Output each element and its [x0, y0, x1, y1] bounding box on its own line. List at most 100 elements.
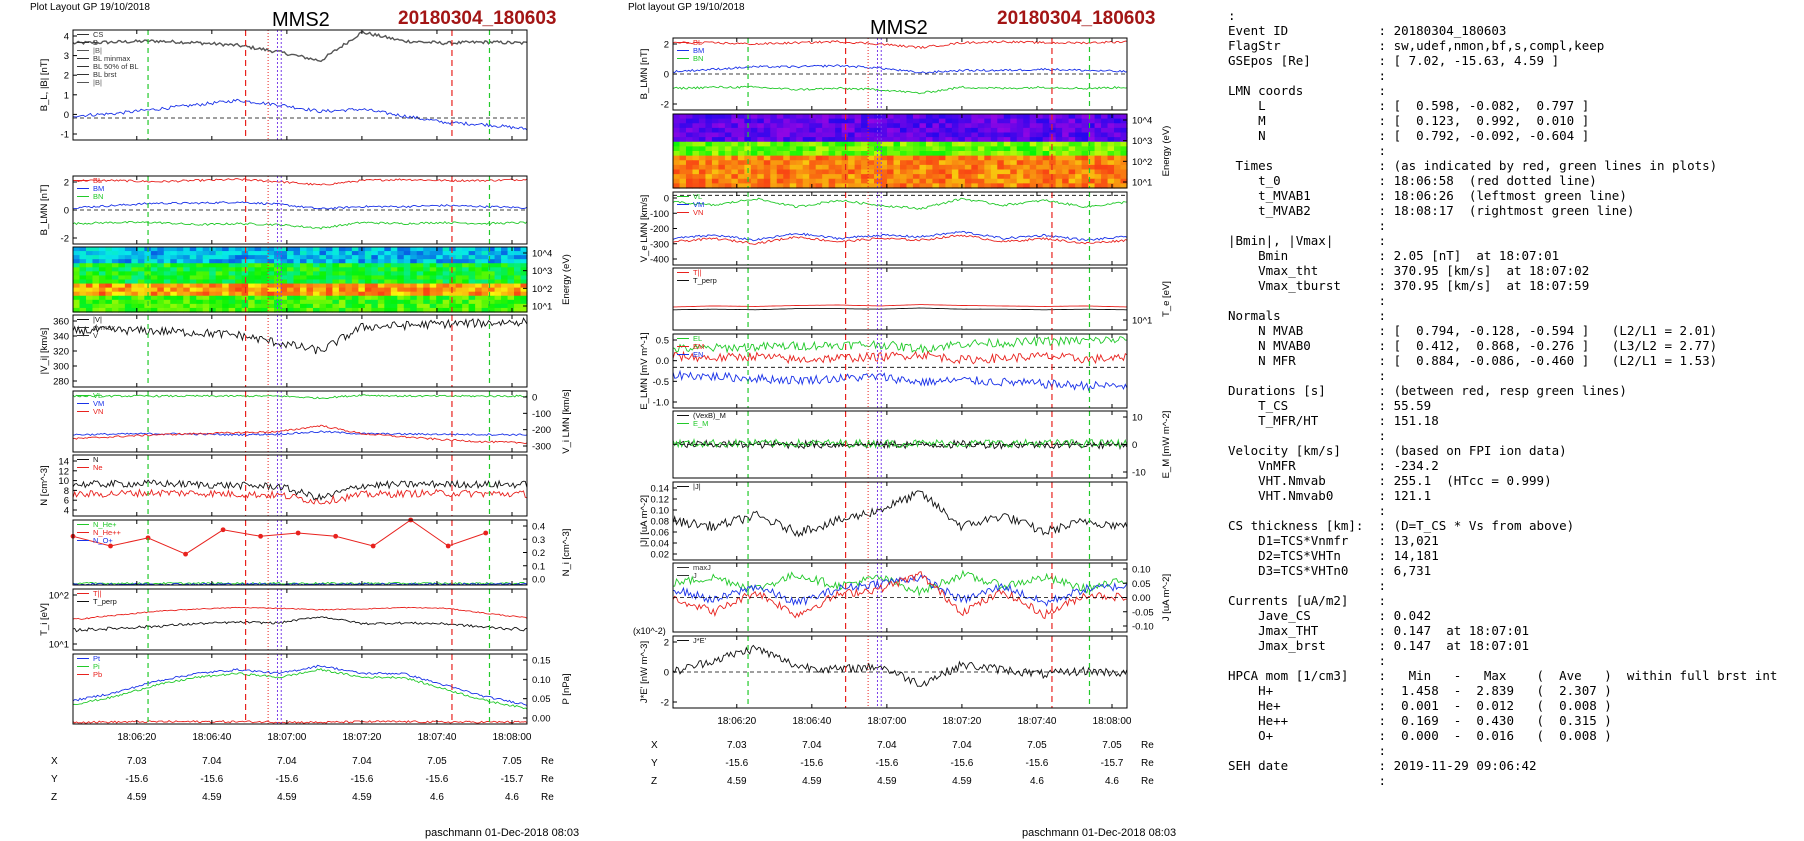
spectrogram-cell	[938, 164, 946, 171]
spectrogram-cell	[1016, 123, 1024, 129]
spectrogram-cell	[338, 283, 346, 289]
spectrogram-cell	[85, 251, 94, 256]
spectrogram-cell	[105, 255, 113, 260]
info-line: M : [ 0.123, 0.992, 0.010 ]	[1228, 113, 1590, 128]
spectrogram-cell	[111, 295, 119, 301]
spectrogram-cell	[1029, 137, 1037, 143]
spectrogram-cell	[1049, 174, 1057, 180]
spectrogram-cell	[938, 169, 946, 175]
info-line: :	[1228, 293, 1387, 308]
spectrogram-cell	[1120, 141, 1128, 147]
spectrogram-cell	[763, 183, 771, 189]
spectrogram-cell	[455, 263, 463, 268]
spectrogram-cell	[397, 275, 405, 281]
spectrogram-cell	[1003, 169, 1011, 175]
spectrogram-cell	[815, 141, 823, 147]
legend-label: EL	[693, 334, 702, 343]
spectrogram-cell	[507, 287, 515, 293]
info-line: :	[1228, 218, 1387, 233]
position-value: 7.05	[1102, 740, 1122, 751]
spectrogram-cell	[880, 169, 888, 175]
spectrogram-cell	[1075, 174, 1083, 180]
spectrogram-cell	[338, 271, 346, 277]
spectrogram-cell	[964, 174, 972, 180]
spectrogram-cell	[692, 164, 700, 171]
spectrogram-cell	[822, 146, 830, 152]
panel-frame	[72, 653, 528, 725]
spectrogram-cell	[977, 132, 985, 138]
spectrogram-cell	[822, 141, 830, 147]
spectrogram-cell	[1049, 141, 1057, 147]
spectrogram-cell	[1029, 155, 1037, 161]
time-tick-label: 18:07:20	[942, 716, 981, 727]
spectrogram-cell	[951, 151, 959, 157]
spectrogram-cell	[750, 160, 758, 166]
spectrogram-cell	[1075, 137, 1083, 143]
spectrogram-cell	[990, 132, 998, 138]
spectrogram-cell	[1029, 151, 1037, 157]
spectrogram-cell	[854, 160, 862, 166]
spectrogram-cell	[848, 178, 856, 184]
spectrogram-cell	[971, 146, 979, 152]
spectrogram-cell	[124, 263, 132, 268]
spectrogram-cell	[267, 247, 275, 252]
spectrogram-cell	[449, 275, 457, 281]
spectrogram-cell	[802, 178, 810, 184]
spectrogram-cell	[501, 263, 509, 268]
spectrogram-cell	[861, 146, 869, 152]
spectrogram-cell	[919, 174, 927, 180]
spectrogram-cell	[397, 287, 405, 293]
spectrogram-cell	[809, 132, 817, 138]
spectrogram-cell	[977, 169, 985, 175]
position-value: 7.04	[352, 756, 372, 767]
info-line: N : [ 0.792, -0.092, -0.604 ]	[1228, 128, 1590, 143]
spectrogram-cell	[183, 259, 191, 264]
spectrogram-cell	[705, 141, 713, 147]
spectrogram-cell	[925, 141, 934, 147]
spectrogram-cell	[731, 155, 739, 161]
spectrogram-cell	[124, 259, 132, 264]
spectrogram-cell	[429, 291, 437, 297]
spectrogram-cell	[1081, 155, 1089, 161]
spectrogram-cell	[131, 271, 139, 277]
spectrogram-cell	[1107, 174, 1115, 180]
spectrogram-cell	[770, 183, 778, 189]
y-tick-label: 1	[64, 90, 69, 101]
spectrogram-cell	[1049, 132, 1057, 138]
spectrogram-cell	[1036, 141, 1044, 147]
spectrogram-cell	[267, 275, 275, 281]
spectrogram-cell	[776, 127, 784, 134]
spectrogram-cell	[196, 291, 204, 297]
spectrogram-cell	[1036, 132, 1044, 138]
spectrogram-cell	[887, 178, 895, 184]
spectrogram-cell	[514, 271, 522, 277]
spectrogram-cell	[293, 259, 301, 264]
spectrogram-cell	[274, 255, 282, 260]
spectrogram-cell	[887, 169, 895, 175]
spectrogram-cell	[1068, 160, 1076, 166]
spectrogram-cell	[724, 151, 732, 157]
spectrogram-cell	[79, 287, 87, 293]
spectrogram-cell	[893, 160, 901, 166]
spectrogram-cell	[945, 141, 953, 147]
legend-label: |V|	[93, 315, 102, 324]
spectrogram-cell	[964, 160, 972, 166]
spectrogram-cell	[737, 114, 745, 120]
info-line: Times : (as indicated by red, green line…	[1228, 158, 1718, 173]
series-line-Pb	[72, 720, 528, 724]
spectrogram-cell	[105, 291, 113, 297]
spectrogram-cell	[124, 307, 132, 313]
spectrogram-cell	[137, 255, 145, 260]
spectrogram-cell	[319, 287, 327, 293]
series-line-Pi	[72, 667, 528, 710]
spectrogram-cell	[835, 178, 843, 184]
spectrogram-cell	[724, 164, 732, 171]
spectrogram-cell	[673, 127, 681, 134]
spectrogram-cell	[737, 118, 745, 124]
spectrogram-cell	[1120, 114, 1128, 120]
y-tick-label: 340	[53, 332, 69, 343]
spectrogram-cell	[157, 307, 165, 313]
spectrogram-cell	[332, 299, 340, 305]
spectrogram-cell	[919, 123, 927, 129]
spectrogram-cell	[131, 307, 139, 313]
